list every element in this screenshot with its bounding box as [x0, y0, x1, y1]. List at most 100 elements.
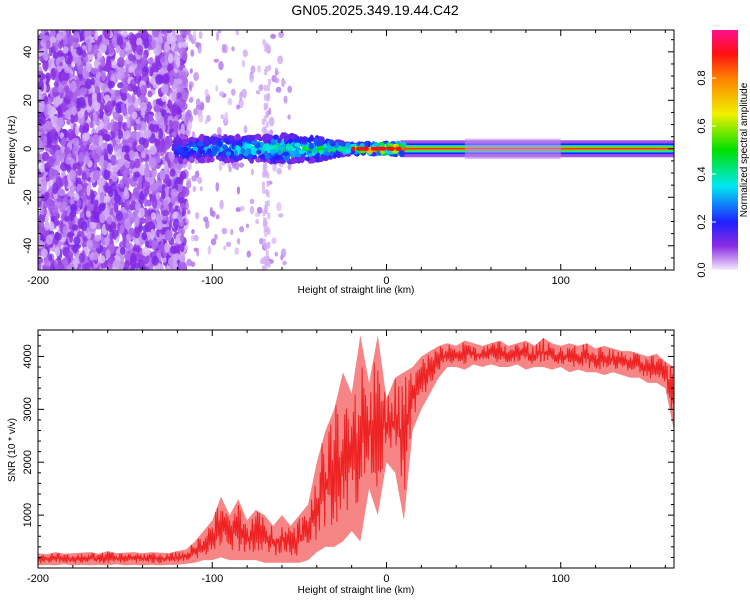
spectrogram-cell [115, 210, 123, 222]
spectrogram-cell [148, 57, 154, 66]
spectrogram-cell [67, 34, 75, 47]
spectrogram-cell [263, 225, 267, 232]
spectrogram-cell [158, 128, 163, 140]
spectrogram-cell [195, 41, 200, 48]
spectrogram-cell [157, 143, 166, 153]
spectrogram-cell [199, 149, 204, 155]
spectrogram-cell [239, 91, 243, 101]
spectrogram-cell [41, 151, 50, 162]
spectrogram-cell [234, 247, 239, 255]
spectrogram-cell [196, 153, 202, 159]
spectrogram-cell [70, 80, 77, 93]
x-tick-label: 0 [383, 275, 389, 287]
spectrogram-cell [84, 109, 89, 120]
spectrogram-cell [263, 103, 267, 110]
spectrogram-cell [307, 149, 312, 155]
spectrogram-cell [176, 147, 184, 154]
spectrogram-cell [258, 84, 264, 92]
spectrogram-cell [144, 49, 149, 58]
spectrogram-cell [64, 156, 72, 165]
spectrogram-cell [214, 233, 218, 241]
spectrogram-cell [186, 209, 191, 215]
spectrogram-cell [132, 141, 138, 153]
spectrogram-cell [45, 74, 50, 85]
spectrogram-cell [191, 229, 195, 235]
spectrogram-cell [54, 96, 60, 107]
spectrogram-cell [211, 210, 216, 218]
spectrogram-cell [252, 154, 258, 160]
spectrogram-cell [73, 236, 81, 245]
spectrogram-cell [218, 91, 225, 97]
spectrogram-cell [88, 94, 93, 107]
spectrogram-cell [119, 246, 126, 255]
spectrogram-cell [188, 149, 196, 155]
colorbar-ticks: 0.0 0.2 0.4 0.6 0.8 [696, 70, 716, 278]
spectrogram-cell [112, 259, 121, 269]
spectrogram-cell [194, 171, 199, 177]
spectrogram-cell [119, 224, 125, 234]
spectrogram-cell [136, 181, 143, 191]
spectrogram-cell [48, 221, 55, 232]
spectrogram-cell [187, 121, 193, 131]
spectrogram-cell [162, 73, 170, 85]
spectrogram-cell [89, 222, 97, 229]
spectrogram-cell [129, 227, 135, 238]
spectrogram-cell [143, 166, 151, 178]
spectrogram-cell [121, 92, 128, 102]
spectrogram-cell [46, 136, 52, 147]
spectrogram-cell [139, 94, 147, 101]
spectrogram-cell [155, 73, 164, 85]
spectrogram-cell [213, 58, 220, 63]
spectrogram-cell [282, 151, 290, 156]
spectrogram-cell [113, 193, 122, 203]
spectrogram-cell [249, 198, 255, 205]
spectrogram-cell [228, 165, 232, 173]
spectrogram-cell [268, 116, 275, 127]
spectrogram-cell [287, 85, 293, 94]
spectrogram-cell [49, 36, 57, 44]
spectrogram-cell [148, 157, 157, 168]
spectrogram-cell [178, 197, 186, 204]
spectrogram-cell [228, 136, 235, 142]
spectrogram-cell [99, 201, 106, 212]
spectrogram-cell [186, 258, 193, 267]
spectrogram-cell [157, 36, 164, 43]
spectrogram-cell [186, 30, 191, 36]
spectrogram-cell [57, 188, 66, 197]
x-tick-label: -200 [27, 275, 49, 287]
spectrogram-cell [301, 137, 308, 144]
spectrogram-cell [90, 30, 96, 36]
spectrogram-cell [263, 166, 267, 173]
spectrogram-cell [191, 175, 198, 182]
spectrogram-cell [294, 142, 301, 148]
spectrogram-cell [79, 87, 88, 96]
spectrogram-cell [97, 255, 106, 264]
spectrogram-cell [67, 251, 74, 258]
spectrogram-cell [132, 243, 141, 254]
spectrogram-cell [56, 32, 62, 41]
spectrogram-cell [264, 204, 268, 211]
spectrogram-cell [43, 61, 48, 72]
spectrogram-cell [235, 145, 241, 151]
spectrogram-cell [288, 138, 294, 144]
spectrogram-cell [129, 159, 135, 170]
spectrogram-cell [68, 233, 74, 243]
spectrogram-cell [231, 88, 236, 96]
spectrogram-cell [186, 109, 192, 118]
spectrogram-cell [216, 31, 220, 42]
spectrogram-cell [151, 30, 160, 38]
spectrogram-cell [69, 185, 76, 193]
spectrogram-cell [266, 180, 270, 187]
spectrogram-cell [89, 121, 94, 129]
spectrogram-cell [99, 191, 105, 204]
spectrogram-cell [51, 205, 59, 217]
spectrogram-cell [163, 160, 169, 173]
spectrogram-cell [59, 56, 66, 63]
spectrogram-cell [174, 141, 181, 148]
spectrogram-cell [38, 111, 45, 119]
spectrogram-cell [143, 129, 152, 139]
spectrogram-cell [192, 30, 197, 40]
spectrogram-cell [178, 42, 183, 49]
spectrogram-frame [37, 29, 675, 271]
